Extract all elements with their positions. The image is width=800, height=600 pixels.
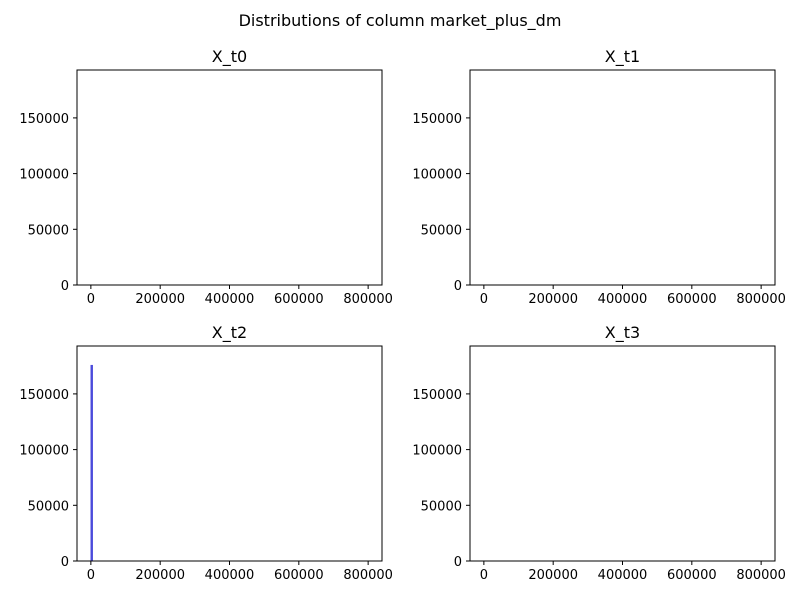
x-tick-label: 600000 xyxy=(667,568,717,583)
y-tick-label: 0 xyxy=(454,555,462,570)
x-tick-label: 800000 xyxy=(343,292,393,307)
y-tick-label: 0 xyxy=(454,279,462,294)
y-tick-label: 50000 xyxy=(28,499,69,514)
axes-frame xyxy=(76,69,383,286)
x-tick-label: 0 xyxy=(480,292,488,307)
y-tick-label: 100000 xyxy=(19,168,69,183)
x-tick-label: 800000 xyxy=(343,568,393,583)
histogram-bar xyxy=(90,364,93,561)
y-tick-label: 100000 xyxy=(412,168,462,183)
y-tick-label: 150000 xyxy=(412,112,462,127)
axes-frame xyxy=(469,69,776,286)
x-tick-label: 400000 xyxy=(598,292,648,307)
x-tick-label: 0 xyxy=(87,568,95,583)
y-tick-label: 0 xyxy=(61,279,69,294)
subplot-title: X_t3 xyxy=(605,323,640,343)
axes-frame xyxy=(76,345,383,562)
x-tick-label: 400000 xyxy=(205,568,255,583)
x-tick-label: 200000 xyxy=(528,568,578,583)
y-tick-label: 50000 xyxy=(421,499,462,514)
x-tick-label: 400000 xyxy=(205,292,255,307)
y-tick-label: 150000 xyxy=(19,388,69,403)
y-tick-label: 0 xyxy=(61,555,69,570)
subplot-2: X_t2 0 200000 400000 600000 800000 0 50000 10000… xyxy=(19,323,393,583)
axes-frame xyxy=(469,345,776,562)
subplots-container: X_t0 0 200000 400000 600000 800000 0 50000 10000… xyxy=(19,47,786,583)
y-tick-label: 50000 xyxy=(421,223,462,238)
x-tick-label: 800000 xyxy=(736,292,786,307)
figure-suptitle: Distributions of column market_plus_dm xyxy=(239,11,562,31)
subplot-0: X_t0 0 200000 400000 600000 800000 0 50000 10000… xyxy=(19,47,393,307)
subplot-title: X_t1 xyxy=(605,47,640,67)
y-tick-label: 50000 xyxy=(28,223,69,238)
x-tick-label: 400000 xyxy=(598,568,648,583)
x-tick-label: 600000 xyxy=(667,292,717,307)
x-tick-label: 600000 xyxy=(274,292,324,307)
x-tick-label: 200000 xyxy=(135,568,185,583)
y-tick-label: 100000 xyxy=(19,444,69,459)
x-tick-label: 0 xyxy=(87,292,95,307)
x-tick-label: 600000 xyxy=(274,568,324,583)
y-tick-label: 150000 xyxy=(412,388,462,403)
subplot-1: X_t1 0 200000 400000 600000 800000 0 50000 10000… xyxy=(412,47,786,307)
subplot-title: X_t2 xyxy=(212,323,247,343)
y-tick-label: 100000 xyxy=(412,444,462,459)
x-tick-label: 200000 xyxy=(528,292,578,307)
subplot-3: X_t3 0 200000 400000 600000 800000 0 50000 10000… xyxy=(412,323,786,583)
subplot-title: X_t0 xyxy=(212,47,247,67)
x-tick-label: 200000 xyxy=(135,292,185,307)
x-tick-label: 0 xyxy=(480,568,488,583)
y-tick-label: 150000 xyxy=(19,112,69,127)
x-tick-label: 800000 xyxy=(736,568,786,583)
